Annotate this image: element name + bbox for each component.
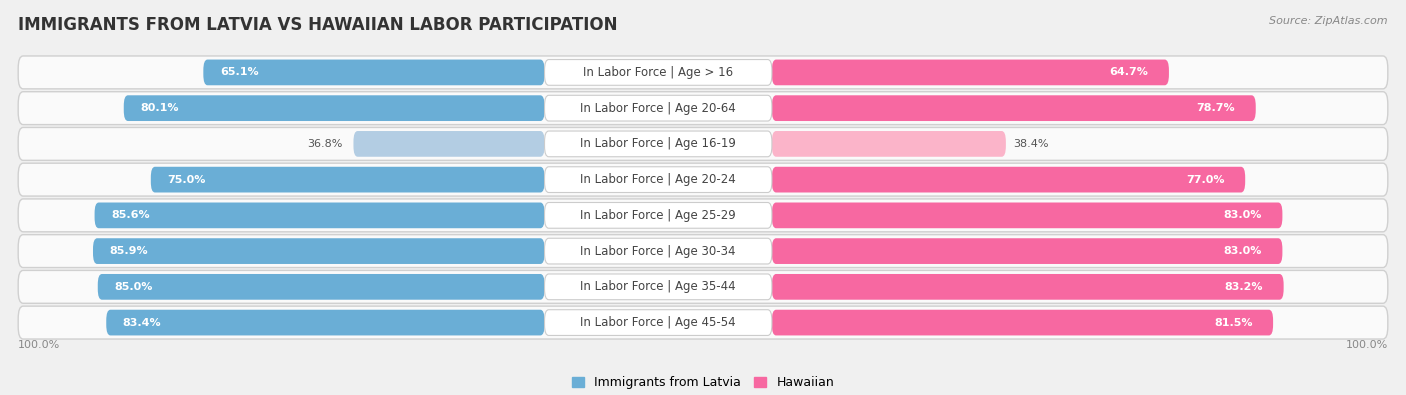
FancyBboxPatch shape (772, 203, 1282, 228)
Text: In Labor Force | Age 45-54: In Labor Force | Age 45-54 (581, 316, 735, 329)
Text: 83.2%: 83.2% (1225, 282, 1263, 292)
Text: 85.9%: 85.9% (110, 246, 148, 256)
Text: 80.1%: 80.1% (141, 103, 179, 113)
FancyBboxPatch shape (98, 274, 544, 300)
FancyBboxPatch shape (204, 60, 544, 85)
FancyBboxPatch shape (93, 238, 544, 264)
Text: 83.0%: 83.0% (1223, 211, 1261, 220)
FancyBboxPatch shape (18, 199, 1388, 232)
Legend: Immigrants from Latvia, Hawaiian: Immigrants from Latvia, Hawaiian (572, 376, 834, 389)
Text: In Labor Force | Age 25-29: In Labor Force | Age 25-29 (581, 209, 737, 222)
FancyBboxPatch shape (544, 238, 772, 264)
Text: 83.4%: 83.4% (122, 318, 162, 327)
FancyBboxPatch shape (353, 131, 544, 157)
FancyBboxPatch shape (150, 167, 544, 192)
FancyBboxPatch shape (772, 131, 1005, 157)
Text: 64.7%: 64.7% (1109, 68, 1149, 77)
FancyBboxPatch shape (544, 310, 772, 335)
Text: 81.5%: 81.5% (1213, 318, 1253, 327)
Text: In Labor Force | Age > 16: In Labor Force | Age > 16 (583, 66, 734, 79)
FancyBboxPatch shape (18, 306, 1388, 339)
FancyBboxPatch shape (18, 271, 1388, 303)
Text: IMMIGRANTS FROM LATVIA VS HAWAIIAN LABOR PARTICIPATION: IMMIGRANTS FROM LATVIA VS HAWAIIAN LABOR… (18, 16, 617, 34)
FancyBboxPatch shape (544, 131, 772, 157)
Text: Source: ZipAtlas.com: Source: ZipAtlas.com (1270, 16, 1388, 26)
Text: 75.0%: 75.0% (167, 175, 205, 184)
FancyBboxPatch shape (107, 310, 544, 335)
Text: In Labor Force | Age 20-64: In Labor Force | Age 20-64 (581, 102, 737, 115)
FancyBboxPatch shape (18, 92, 1388, 124)
Text: In Labor Force | Age 35-44: In Labor Force | Age 35-44 (581, 280, 735, 293)
FancyBboxPatch shape (18, 163, 1388, 196)
Text: 36.8%: 36.8% (307, 139, 343, 149)
Text: 77.0%: 77.0% (1187, 175, 1225, 184)
FancyBboxPatch shape (18, 128, 1388, 160)
Text: 65.1%: 65.1% (219, 68, 259, 77)
Text: 78.7%: 78.7% (1197, 103, 1234, 113)
Text: In Labor Force | Age 16-19: In Labor Force | Age 16-19 (581, 137, 737, 150)
FancyBboxPatch shape (544, 95, 772, 121)
FancyBboxPatch shape (772, 310, 1272, 335)
Text: 38.4%: 38.4% (1012, 139, 1049, 149)
FancyBboxPatch shape (124, 95, 544, 121)
FancyBboxPatch shape (772, 167, 1246, 192)
FancyBboxPatch shape (772, 238, 1282, 264)
Text: 100.0%: 100.0% (1346, 340, 1388, 350)
FancyBboxPatch shape (544, 274, 772, 300)
FancyBboxPatch shape (772, 95, 1256, 121)
Text: 85.6%: 85.6% (111, 211, 150, 220)
FancyBboxPatch shape (94, 203, 544, 228)
Text: 85.0%: 85.0% (114, 282, 153, 292)
FancyBboxPatch shape (18, 235, 1388, 267)
FancyBboxPatch shape (544, 60, 772, 85)
FancyBboxPatch shape (772, 274, 1284, 300)
FancyBboxPatch shape (18, 56, 1388, 89)
FancyBboxPatch shape (544, 203, 772, 228)
Text: 100.0%: 100.0% (18, 340, 60, 350)
Text: In Labor Force | Age 20-24: In Labor Force | Age 20-24 (581, 173, 737, 186)
Text: 83.0%: 83.0% (1223, 246, 1261, 256)
Text: In Labor Force | Age 30-34: In Labor Force | Age 30-34 (581, 245, 735, 258)
FancyBboxPatch shape (544, 167, 772, 192)
FancyBboxPatch shape (772, 60, 1168, 85)
